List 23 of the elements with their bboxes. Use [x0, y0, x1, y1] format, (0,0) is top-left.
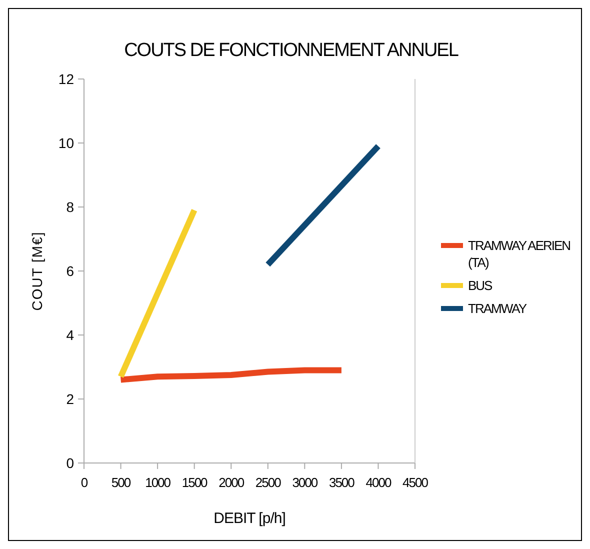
x-tick-label: 0 [80, 475, 88, 490]
y-tick-label: 8 [66, 199, 74, 215]
y-tick-label: 12 [58, 71, 74, 87]
y-tick-label: 2 [66, 391, 74, 407]
legend-label: TRAMWAY AERIEN (TA) [468, 238, 571, 270]
x-tick-label: 3000 [292, 475, 318, 490]
x-tick-label: 1500 [182, 475, 208, 490]
x-tick-label: 2000 [218, 475, 244, 490]
x-axis-title: DEBIT [p/h] [214, 510, 286, 527]
y-tick-label: 6 [66, 263, 74, 279]
x-tick-label: 3500 [328, 475, 355, 490]
y-tick-label: 10 [58, 135, 74, 151]
x-tick-label: 2500 [255, 475, 282, 490]
y-tick-label: 0 [66, 455, 74, 471]
chart-title: COUTS DE FONCTIONNEMENT ANNUEL [124, 40, 458, 61]
y-tick-label: 4 [66, 327, 74, 343]
x-tick-label: 1000 [145, 475, 171, 490]
legend-label: TRAMWAY [468, 301, 528, 316]
legend-label: BUS [468, 278, 494, 293]
x-tick-label: 4500 [402, 475, 428, 490]
y-axis-title: COUT [M€] [29, 231, 45, 311]
x-tick-label: 500 [111, 475, 131, 490]
x-tick-label: 4000 [366, 475, 392, 490]
